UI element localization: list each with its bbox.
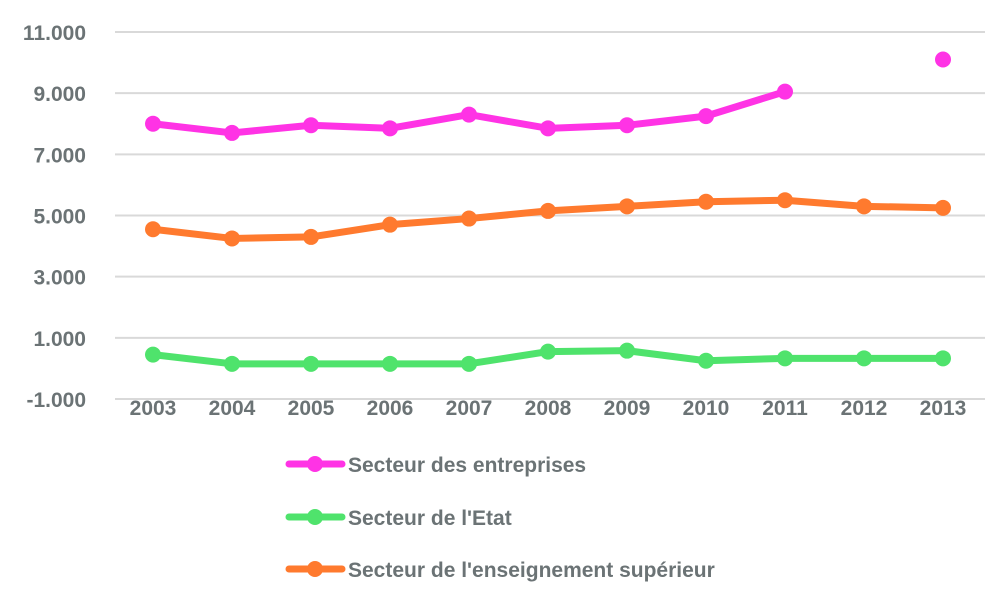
series-0	[145, 51, 951, 141]
data-point	[382, 120, 398, 137]
data-point	[145, 346, 161, 363]
y-tick-label: 7.000	[33, 144, 86, 167]
data-point	[935, 350, 951, 367]
data-point	[856, 350, 872, 367]
data-point	[224, 124, 240, 141]
x-tick-label: 2009	[604, 397, 651, 420]
data-point	[619, 198, 635, 215]
legend-item: Secteur de l'enseignement supérieur	[285, 559, 715, 582]
data-point	[777, 350, 793, 367]
data-point	[698, 108, 714, 125]
y-tick-label: 1.000	[33, 328, 86, 351]
x-tick-label: 2011	[762, 397, 808, 420]
data-point	[935, 199, 951, 216]
x-tick-label: 2007	[446, 397, 493, 420]
x-tick-label: 2012	[841, 397, 888, 420]
x-tick-label: 2003	[130, 397, 177, 420]
x-tick-label: 2010	[683, 397, 730, 420]
legend-marker	[307, 509, 323, 525]
gridlines	[115, 31, 985, 400]
legend-item: Secteur de l'Etat	[285, 507, 512, 530]
x-tick-label: 2004	[209, 397, 256, 420]
y-tick-label: -1.000	[26, 389, 86, 412]
data-point	[619, 117, 635, 134]
y-tick-label: 3.000	[33, 267, 86, 290]
series-1	[145, 342, 951, 372]
legend-label: Secteur de l'enseignement supérieur	[348, 559, 715, 582]
data-point	[461, 355, 477, 372]
data-point	[224, 230, 240, 247]
data-point	[382, 355, 398, 372]
data-point	[382, 216, 398, 233]
x-tick-label: 2008	[525, 397, 572, 420]
data-point	[145, 115, 161, 132]
legend-label: Secteur des entreprises	[348, 454, 586, 477]
data-point	[303, 117, 319, 134]
data-point	[540, 120, 556, 137]
series-2	[145, 192, 951, 247]
legend-item: Secteur des entreprises	[285, 454, 586, 477]
data-point	[619, 342, 635, 359]
y-tick-label: 11.000	[23, 22, 86, 45]
data-point	[777, 192, 793, 209]
data-point	[540, 202, 556, 219]
series-lines	[145, 51, 951, 372]
data-point	[303, 228, 319, 245]
x-tick-label: 2006	[367, 397, 414, 420]
data-point	[856, 198, 872, 215]
data-point	[698, 193, 714, 210]
data-point	[935, 51, 951, 68]
data-point	[461, 106, 477, 123]
data-point	[303, 355, 319, 372]
data-point	[698, 352, 714, 369]
y-axis-tick-labels: 11.000 9.000 7.000 5.000 3.000 1.000 -1.000	[23, 22, 86, 412]
legend-marker	[307, 561, 323, 577]
legend-marker	[307, 456, 323, 472]
x-tick-label: 2005	[288, 397, 335, 420]
y-tick-label: 5.000	[33, 206, 86, 229]
legend: Secteur des entreprises Secteur de l'Etat…	[285, 454, 715, 582]
y-tick-label: 9.000	[33, 83, 86, 106]
legend-label: Secteur de l'Etat	[348, 507, 512, 530]
x-tick-label: 2013	[920, 397, 967, 420]
data-point	[540, 343, 556, 360]
data-point	[777, 83, 793, 100]
data-point	[461, 210, 477, 227]
data-point	[224, 355, 240, 372]
data-point	[145, 221, 161, 238]
x-axis-tick-labels: 2003 2004 2005 2006 2007 2008 2009 2010 2011 2012…	[130, 397, 967, 420]
